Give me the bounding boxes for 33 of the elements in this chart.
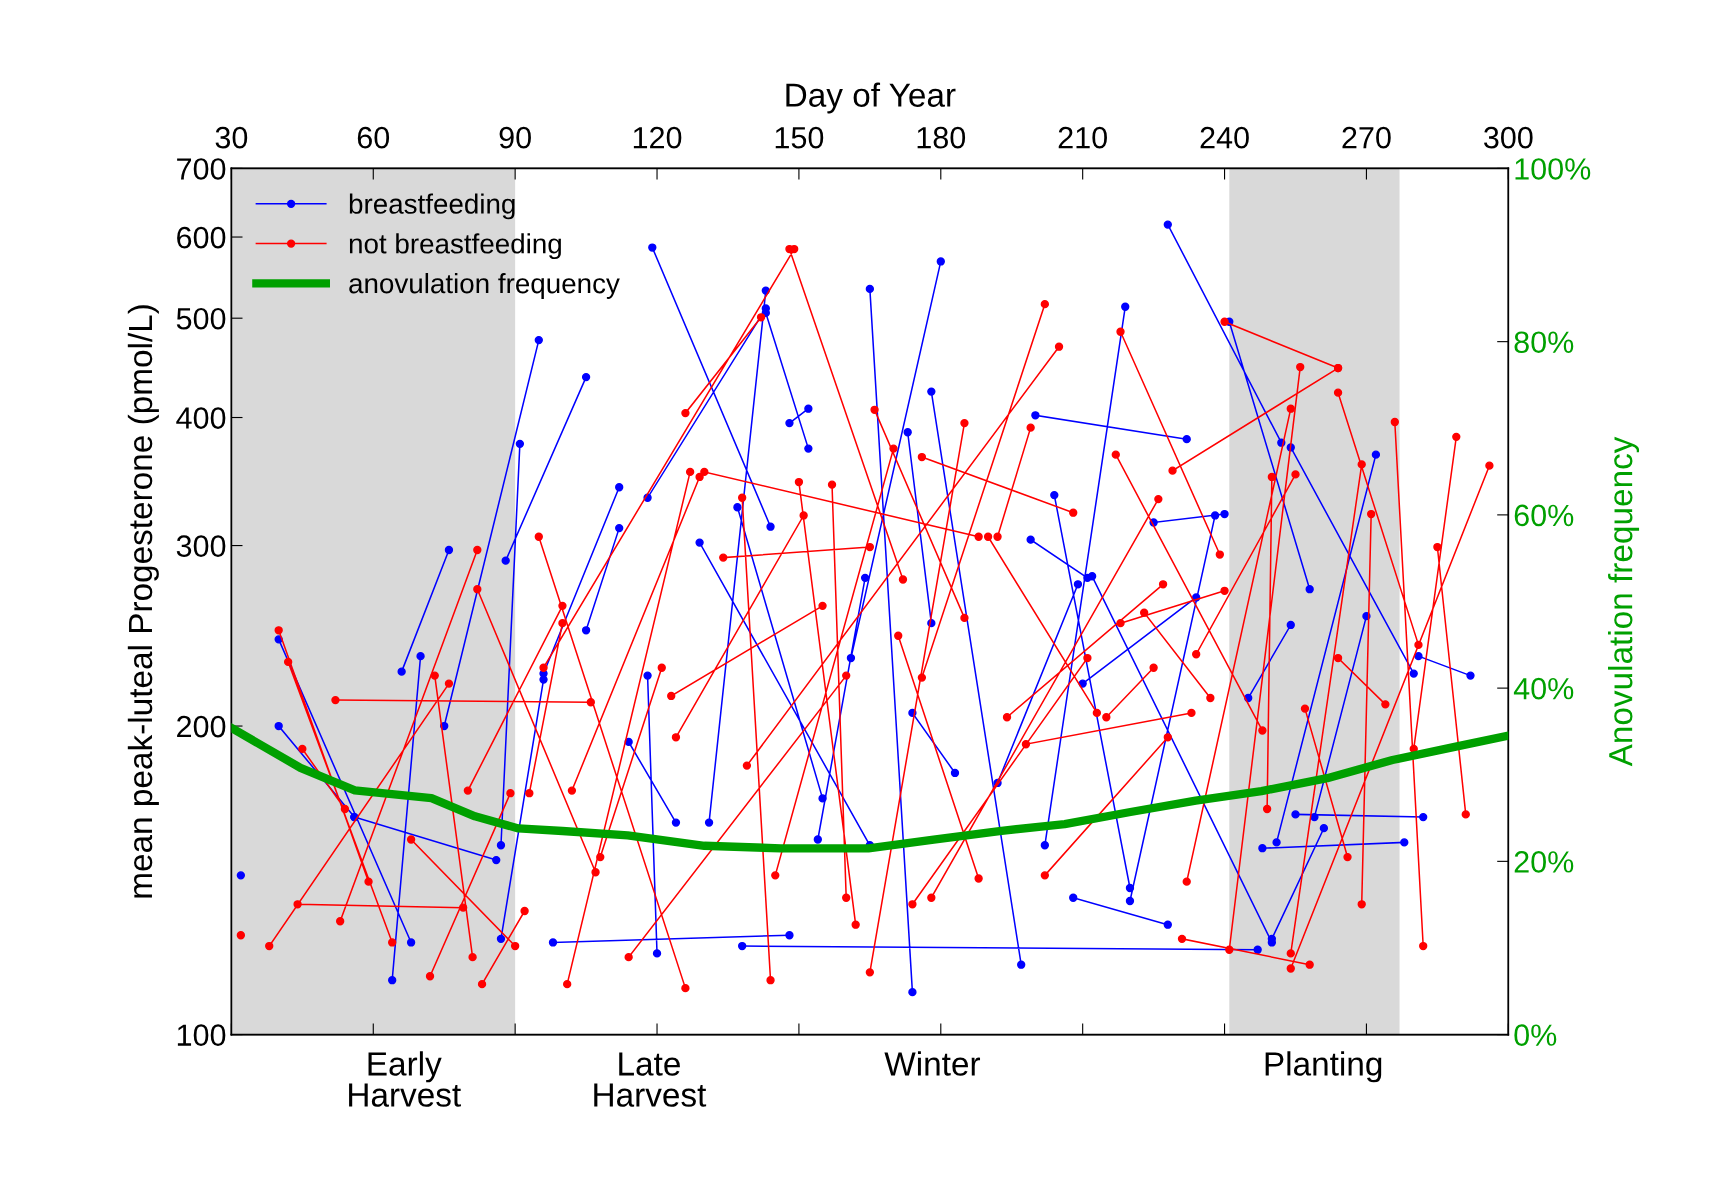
y-tick-label: 300	[176, 535, 226, 557]
text: Late Harvest	[594, 1052, 707, 1107]
text: Winter	[884, 1051, 981, 1076]
y-tick-label: 700	[177, 158, 226, 180]
y-tick-label: 500	[176, 307, 226, 330]
y2-tick-label: 20%	[1514, 851, 1574, 873]
legend-label: anovulation frequency	[349, 272, 620, 299]
text: Planting	[1265, 1051, 1382, 1083]
y-tick-label: 600	[177, 226, 226, 249]
x-tick-label: 90	[499, 126, 531, 149]
y-tick-label: 200	[177, 715, 226, 738]
x-tick-label: 270	[1342, 126, 1391, 149]
x-tick-label: 180	[917, 126, 966, 149]
x-tick-label: 120	[633, 126, 682, 149]
y2-axis-title: Anovulation frequency	[1607, 436, 1640, 767]
x-tick-label: 60	[357, 126, 390, 149]
x-axis-title: Day of Year	[786, 82, 956, 114]
y2-tick-label: 60%	[1514, 504, 1574, 527]
y2-tick-label: 0%	[1514, 1024, 1557, 1046]
y2-tick-label: 100%	[1515, 158, 1591, 180]
y-tick-label: 400	[176, 407, 226, 429]
x-tick-label: 300	[1484, 126, 1533, 149]
text: Early Harvest	[349, 1051, 461, 1107]
y2-tick-label: 80%	[1514, 331, 1574, 354]
y-tick-label: 100	[177, 1024, 226, 1046]
legend-label: breastfeeding	[349, 193, 515, 220]
x-tick-label: 150	[775, 126, 824, 149]
y-axis-title: mean peak-luteal Progesterone (pmol/L)	[127, 305, 159, 898]
y2-tick-label: 40%	[1513, 677, 1574, 700]
x-tick-label: 210	[1058, 126, 1107, 149]
x-tick-label: 240	[1200, 126, 1249, 149]
legend-label: not breastfeeding	[349, 233, 561, 260]
x-tick-label: 30	[215, 126, 248, 149]
